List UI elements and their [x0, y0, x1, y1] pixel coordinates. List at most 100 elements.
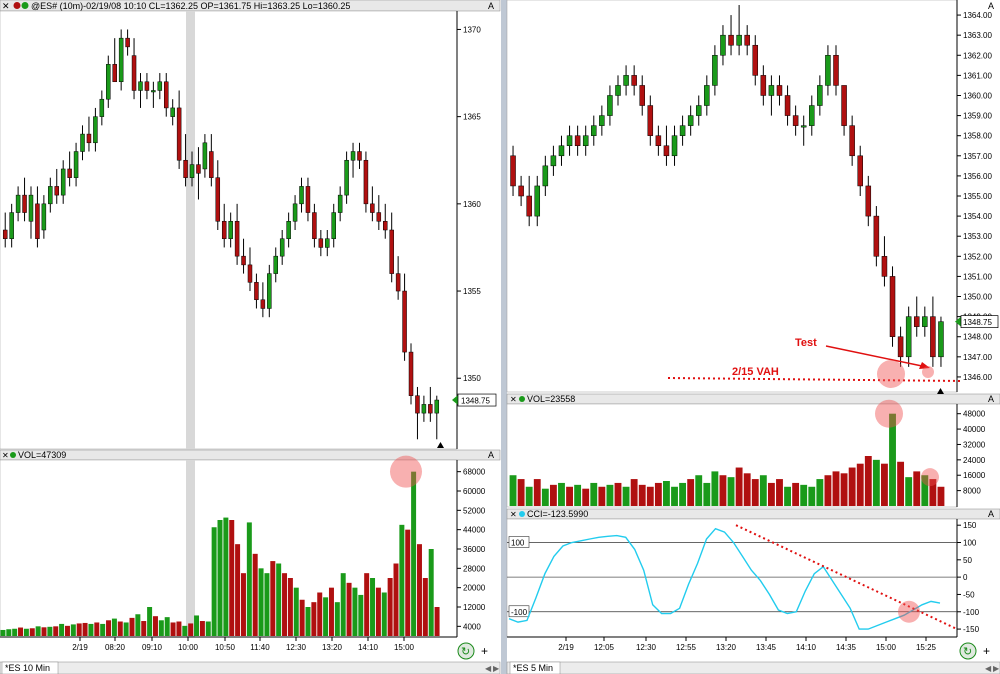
left-volume-title: VOL=47309	[18, 450, 66, 460]
candle-body	[215, 177, 221, 222]
volume-bar	[375, 587, 381, 636]
test-arrow-line	[825, 345, 923, 367]
volume-bar	[671, 486, 678, 506]
volume-bar	[687, 479, 695, 506]
autoscale-button[interactable]: A	[988, 1, 994, 11]
right-chart: A 1364.00 1363.00 1362.00 1361.00 1360.00 135…	[506, 0, 1000, 674]
price-tick-label: 1370	[463, 25, 481, 34]
volume-bar	[937, 486, 945, 506]
volume-bar	[434, 607, 440, 636]
volume-bar	[711, 471, 719, 506]
scroll-right-icon[interactable]: ▶	[993, 664, 1000, 673]
tab-es-5-min[interactable]	[509, 661, 561, 674]
volume-bar	[405, 529, 411, 636]
candle-body	[267, 273, 272, 309]
candle-body	[534, 185, 541, 217]
candle-body	[202, 142, 208, 170]
volume-bar	[0, 629, 6, 636]
cci-tick-label: 100	[963, 539, 977, 548]
volume-bar	[816, 479, 824, 506]
close-icon[interactable]: ✕	[510, 395, 517, 404]
candle-body	[865, 185, 872, 217]
candle-body	[363, 159, 369, 205]
volume-bar	[123, 622, 129, 636]
volume-bar	[905, 477, 913, 506]
volume-bar	[393, 563, 399, 636]
right-time-axis: 2/19 12:05 12:30 12:55 13:20 13:45 14:10 14:35 1…	[507, 636, 957, 652]
volume-bar	[751, 479, 759, 506]
candle-body	[370, 203, 375, 213]
candle-body	[889, 276, 896, 337]
candle-body	[196, 164, 201, 174]
scroll-left-icon[interactable]: ◀	[485, 664, 492, 673]
candle-body	[273, 255, 278, 274]
right-candles	[510, 5, 944, 367]
cci-tick-label: -50	[963, 590, 975, 599]
volume-bar	[135, 614, 141, 636]
volume-bar	[258, 568, 264, 636]
candle-body	[599, 115, 605, 126]
right-cci-line: 100 -100	[507, 524, 958, 630]
time-tick-label: 14:10	[358, 643, 379, 652]
candle-body	[752, 44, 759, 76]
volume-bar	[176, 621, 182, 636]
volume-bar	[913, 471, 921, 506]
volume-bar	[387, 578, 393, 636]
candle-body	[913, 316, 920, 327]
candle-body	[125, 37, 130, 48]
highlight-circle	[922, 366, 934, 378]
tab-es-10-min[interactable]	[1, 661, 59, 674]
price-tick-label: 1355	[463, 287, 481, 296]
scroll-left-icon[interactable]: ◀	[985, 664, 992, 673]
candle-body	[350, 151, 356, 161]
scroll-right-icon[interactable]: ▶	[493, 664, 500, 673]
zoom-in-button[interactable]: +	[983, 644, 990, 658]
right-cci-title: CCI=-123.5990	[527, 509, 588, 519]
candle-body	[428, 404, 433, 414]
left-chart: ✕ @ES# (10m)-02/19/08 10:10 CL=1362.25 O…	[0, 0, 501, 674]
zoom-in-button[interactable]: +	[481, 644, 488, 658]
candle-body	[402, 290, 407, 353]
candle-body	[2, 229, 8, 239]
refresh-button[interactable]	[959, 642, 977, 660]
candle-body	[647, 105, 654, 136]
candle-body	[922, 316, 928, 327]
refresh-button[interactable]	[457, 642, 475, 660]
autoscale-button[interactable]: A	[488, 1, 494, 11]
candle-body	[28, 194, 34, 222]
candle-body	[574, 135, 581, 146]
left-time-axis: 2/19 08:20 09:10 10:00 10:50 11:40 12:30 13:20 1…	[0, 442, 457, 652]
price-tick-label: 1354.00	[963, 212, 992, 221]
close-icon[interactable]: ✕	[2, 1, 10, 11]
volume-tick-label: 52000	[463, 506, 486, 515]
candle-body	[897, 336, 904, 358]
candle-body	[825, 55, 831, 86]
autoscale-button[interactable]: A	[488, 450, 494, 460]
autoscale-button[interactable]: A	[988, 394, 994, 404]
candle-body	[99, 98, 105, 117]
price-tick-label: 1358.00	[963, 132, 992, 141]
candle-body	[395, 273, 401, 292]
candle-body	[833, 55, 839, 86]
volume-bar	[88, 623, 94, 636]
tab-label: *ES 10 Min	[5, 663, 50, 673]
volume-bar	[100, 623, 106, 636]
candle-body	[591, 125, 597, 136]
candle-body	[331, 212, 336, 239]
candle-body	[106, 64, 111, 100]
autoscale-button[interactable]: A	[988, 509, 994, 519]
volume-bar	[824, 475, 832, 506]
volume-bar	[422, 578, 428, 636]
close-icon[interactable]: ✕	[2, 451, 9, 460]
candle-body	[357, 151, 362, 161]
volume-bar	[776, 479, 783, 506]
candle-body	[312, 212, 317, 239]
vah-line	[667, 377, 963, 382]
volume-bar	[252, 553, 258, 636]
test-label: Test	[795, 337, 817, 349]
volume-tick-label: 60000	[463, 487, 486, 496]
close-icon[interactable]: ✕	[510, 510, 517, 519]
scroll-marker	[437, 442, 444, 448]
pane-divider[interactable]	[501, 0, 507, 674]
time-tick-label: 15:25	[916, 643, 937, 652]
